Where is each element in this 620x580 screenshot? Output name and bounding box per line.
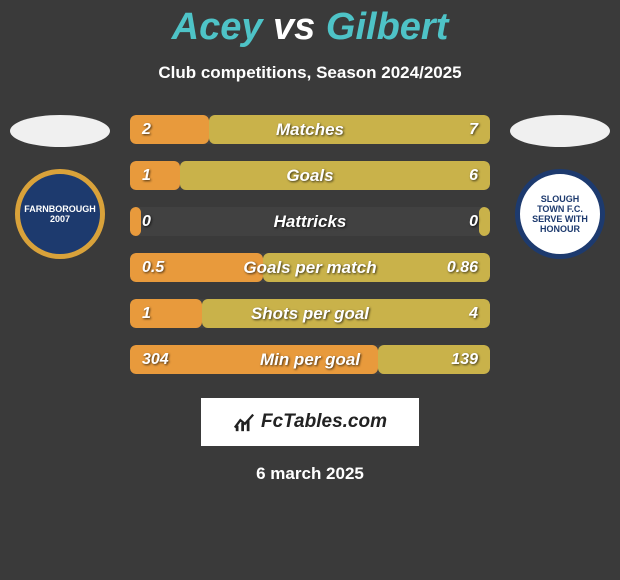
stat-bar: 00Hattricks	[130, 207, 490, 236]
stat-label: Goals per match	[130, 253, 490, 282]
stat-bar: 14Shots per goal	[130, 299, 490, 328]
vs-label: vs	[273, 6, 315, 48]
player2-column: SLOUGH TOWN F.C. SERVE WITH HONOUR	[500, 115, 620, 259]
stat-bar: 0.50.86Goals per match	[130, 253, 490, 282]
crest-right-text: SLOUGH TOWN F.C. SERVE WITH HONOUR	[526, 194, 594, 234]
stat-bar: 16Goals	[130, 161, 490, 190]
stat-bar: 27Matches	[130, 115, 490, 144]
crest-left-text: FARNBOROUGH 2007	[24, 204, 96, 224]
date-label: 6 march 2025	[0, 464, 620, 484]
stat-label: Matches	[130, 115, 490, 144]
brand-badge[interactable]: FcTables.com	[201, 398, 419, 446]
player1-photo-placeholder	[10, 115, 110, 147]
player2-club-crest: SLOUGH TOWN F.C. SERVE WITH HONOUR	[515, 169, 605, 259]
page-title: Acey vs Gilbert	[0, 0, 620, 49]
player2-photo-placeholder	[510, 115, 610, 147]
player1-name: Acey	[172, 6, 263, 48]
stat-label: Goals	[130, 161, 490, 190]
chart-icon	[233, 411, 255, 433]
stat-label: Shots per goal	[130, 299, 490, 328]
brand-text: FcTables.com	[261, 411, 387, 433]
comparison-stage: FARNBOROUGH 2007 SLOUGH TOWN F.C. SERVE …	[0, 115, 620, 374]
subtitle: Club competitions, Season 2024/2025	[0, 63, 620, 83]
stat-bar: 304139Min per goal	[130, 345, 490, 374]
player1-column: FARNBOROUGH 2007	[0, 115, 120, 259]
stat-label: Min per goal	[130, 345, 490, 374]
stat-bars: 27Matches 16Goals 00Hattricks 0.50.86Goals …	[130, 115, 490, 374]
player2-name: Gilbert	[326, 6, 448, 48]
player1-club-crest: FARNBOROUGH 2007	[15, 169, 105, 259]
stat-label: Hattricks	[130, 207, 490, 236]
